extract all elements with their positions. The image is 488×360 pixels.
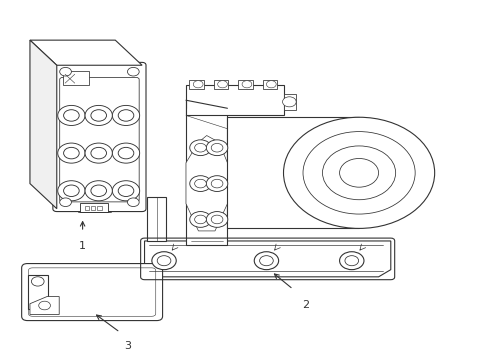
Circle shape	[31, 277, 44, 286]
Circle shape	[127, 67, 139, 76]
Bar	[227, 117, 358, 228]
Circle shape	[189, 212, 211, 227]
Circle shape	[85, 105, 112, 126]
Bar	[283, 94, 295, 110]
Bar	[91, 206, 95, 211]
Circle shape	[91, 110, 106, 121]
Circle shape	[211, 215, 223, 224]
Bar	[62, 71, 89, 85]
Bar	[189, 80, 203, 89]
Circle shape	[127, 198, 139, 207]
Circle shape	[259, 256, 273, 266]
Polygon shape	[144, 241, 390, 277]
Circle shape	[60, 198, 71, 207]
Circle shape	[339, 158, 378, 187]
Circle shape	[85, 181, 112, 201]
FancyBboxPatch shape	[53, 62, 146, 212]
Circle shape	[282, 97, 296, 107]
Bar	[185, 85, 283, 116]
Circle shape	[189, 176, 211, 192]
Circle shape	[206, 212, 227, 227]
Circle shape	[91, 147, 106, 159]
Bar	[97, 206, 102, 211]
Bar	[80, 203, 108, 212]
Circle shape	[63, 110, 79, 121]
Circle shape	[63, 185, 79, 197]
Polygon shape	[30, 297, 59, 315]
Circle shape	[303, 132, 414, 214]
Circle shape	[242, 81, 251, 88]
Circle shape	[206, 176, 227, 192]
Circle shape	[339, 252, 363, 270]
Circle shape	[63, 147, 79, 159]
Polygon shape	[185, 135, 227, 231]
Bar	[238, 80, 252, 89]
Bar	[262, 80, 277, 89]
Circle shape	[58, 181, 85, 201]
Bar	[185, 108, 227, 244]
Circle shape	[58, 143, 85, 163]
Circle shape	[152, 252, 176, 270]
Text: 1: 1	[79, 241, 86, 251]
Bar	[213, 80, 228, 89]
Circle shape	[157, 256, 170, 266]
Circle shape	[283, 117, 434, 228]
Circle shape	[206, 140, 227, 156]
Circle shape	[194, 215, 206, 224]
Circle shape	[211, 143, 223, 152]
Circle shape	[91, 185, 106, 197]
Circle shape	[266, 81, 276, 88]
Polygon shape	[147, 197, 166, 241]
Circle shape	[254, 252, 278, 270]
Circle shape	[112, 181, 140, 201]
Circle shape	[112, 143, 140, 163]
Circle shape	[112, 105, 140, 126]
Circle shape	[39, 301, 50, 310]
Circle shape	[118, 147, 134, 159]
Circle shape	[85, 143, 112, 163]
Circle shape	[322, 146, 395, 200]
Circle shape	[118, 185, 134, 197]
Circle shape	[58, 105, 85, 126]
Bar	[27, 275, 48, 309]
Circle shape	[194, 179, 206, 188]
Polygon shape	[30, 40, 142, 65]
Bar	[84, 206, 89, 211]
Circle shape	[193, 81, 203, 88]
Circle shape	[118, 110, 134, 121]
Circle shape	[211, 179, 223, 188]
Circle shape	[217, 81, 227, 88]
Polygon shape	[30, 40, 57, 209]
Circle shape	[194, 143, 206, 152]
Text: 2: 2	[301, 300, 308, 310]
FancyBboxPatch shape	[21, 264, 162, 320]
Circle shape	[60, 67, 71, 76]
Text: 3: 3	[124, 341, 131, 351]
Circle shape	[344, 256, 358, 266]
Circle shape	[189, 140, 211, 156]
